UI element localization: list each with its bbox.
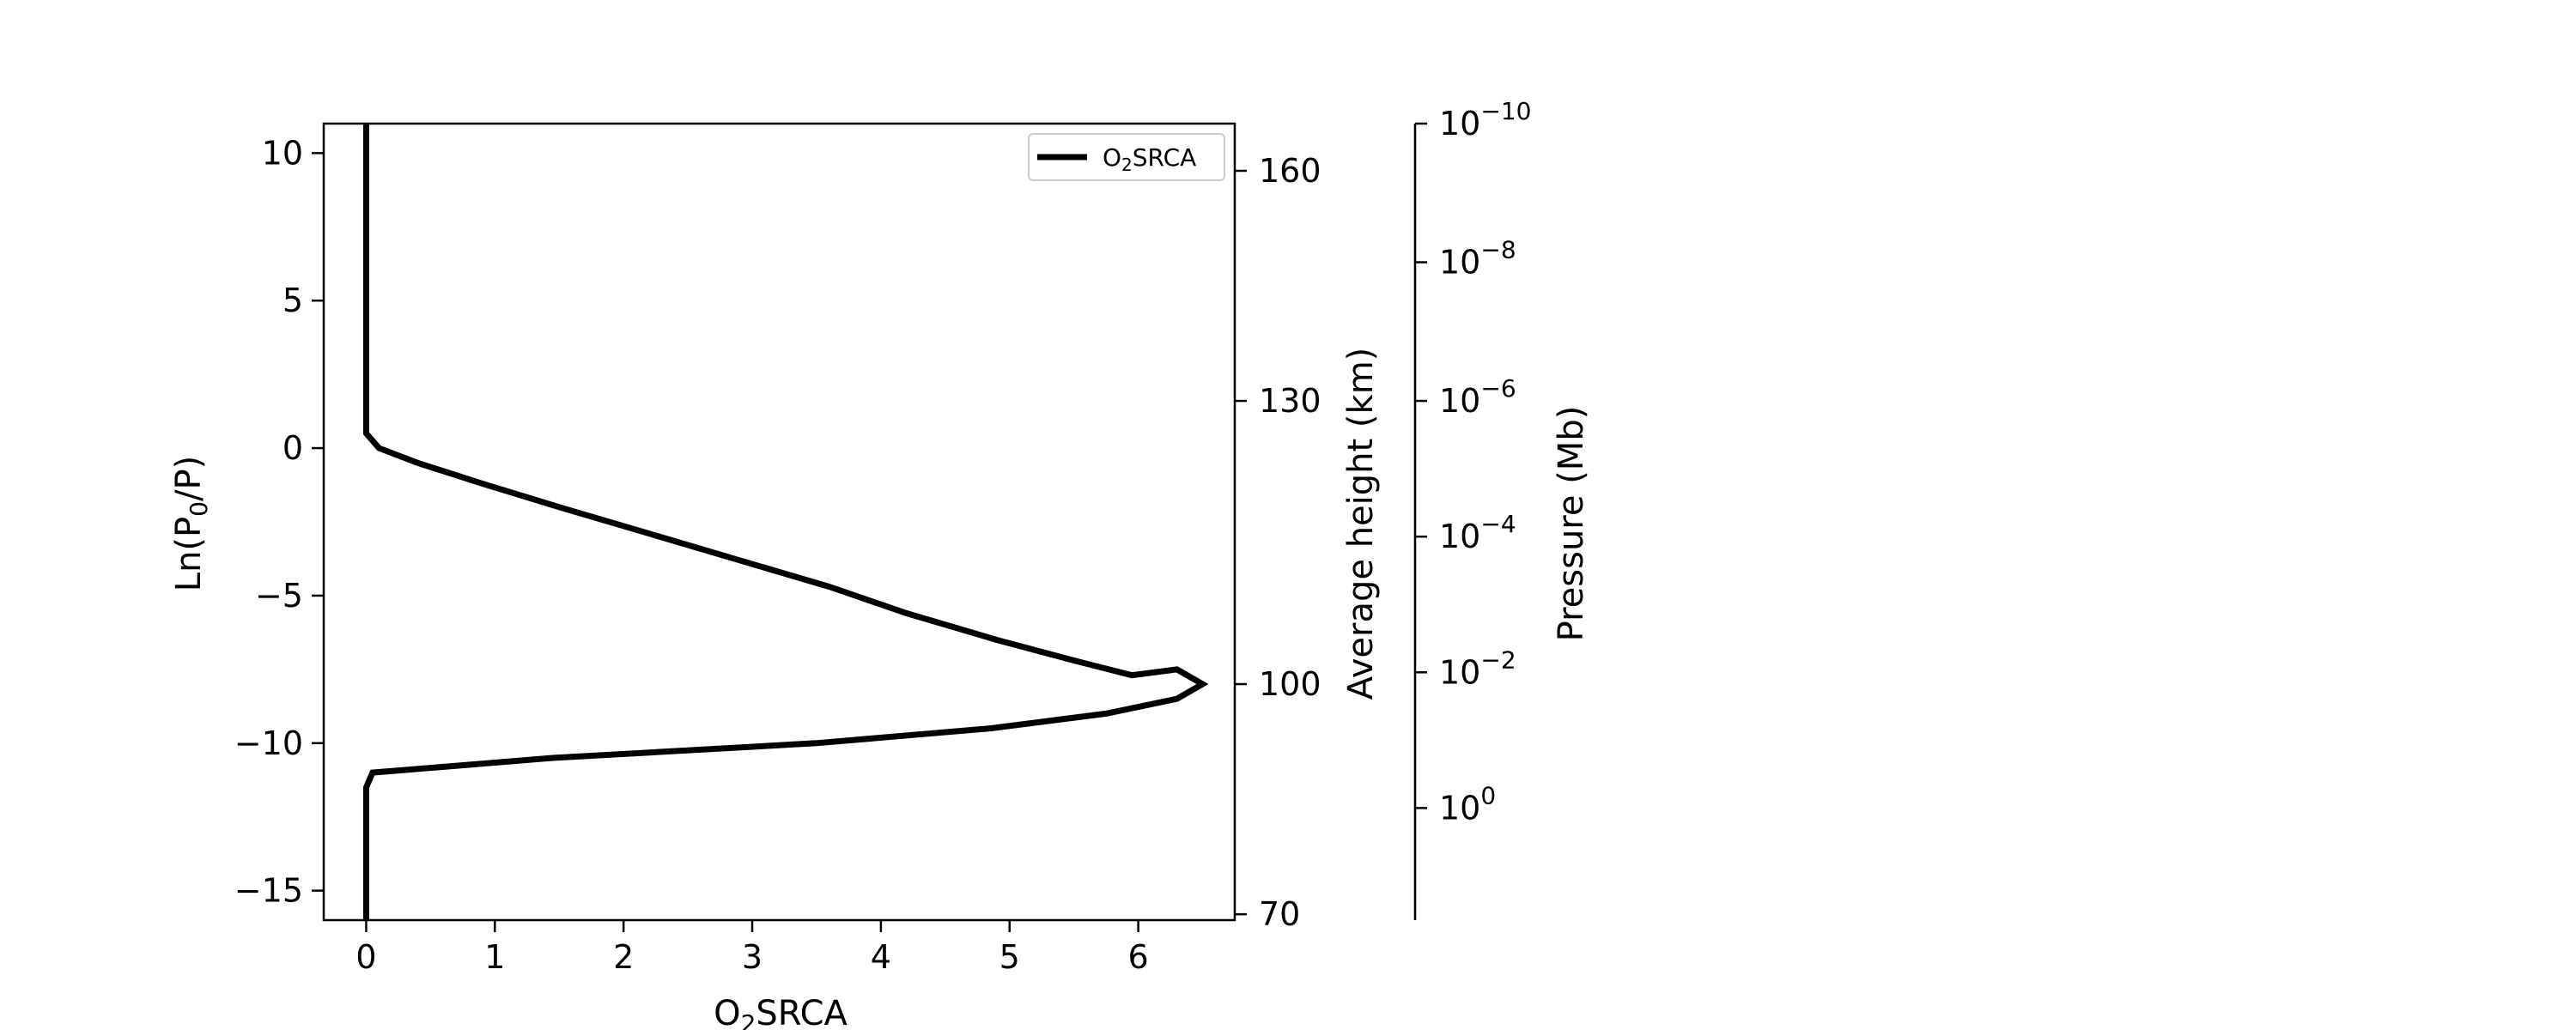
series-line xyxy=(363,124,1209,920)
x-axis: 0 1 2 3 4 5 6 xyxy=(355,920,1149,976)
y-tick-label: 5 xyxy=(283,282,303,319)
plot-border xyxy=(322,122,1236,922)
legend-box xyxy=(1028,133,1225,181)
y-tick-label: −5 xyxy=(255,577,303,615)
x-tick-label: 0 xyxy=(355,938,376,976)
y-axis-label: Ln(P0/P) xyxy=(169,456,213,591)
plot-frame xyxy=(322,122,1236,922)
series-layer xyxy=(363,124,1209,920)
pressure-tick-label: 10−6 xyxy=(1439,374,1516,420)
x-tick-label: 1 xyxy=(484,938,505,976)
y-axis: 10 5 0 −5 −10 −15 xyxy=(234,134,324,910)
height-axis-label: Average height (km) xyxy=(1341,348,1381,700)
pressure-tick-label: 10−2 xyxy=(1439,645,1516,691)
height-axis: 160 130 100 70 xyxy=(1235,152,1321,933)
x-tick-label: 4 xyxy=(871,938,891,976)
pressure-tick-label: 10−4 xyxy=(1439,510,1516,555)
x-tick-label: 3 xyxy=(742,938,762,976)
y-tick-label: −15 xyxy=(234,872,303,910)
x-tick-label: 5 xyxy=(999,938,1020,976)
height-tick-label: 100 xyxy=(1259,665,1321,703)
height-tick-label: 130 xyxy=(1259,382,1321,420)
legend-label: O2SRCA xyxy=(1103,143,1196,175)
height-tick-label: 70 xyxy=(1259,895,1300,933)
pressure-tick-label: 10−8 xyxy=(1439,236,1516,282)
y-tick-label: 10 xyxy=(262,134,303,172)
x-tick-label: 2 xyxy=(613,938,634,976)
x-axis-label: O2SRCA xyxy=(714,994,848,1030)
pressure-tick-label: 10−10 xyxy=(1439,97,1531,142)
y-tick-label: 0 xyxy=(283,429,303,467)
legend: O2SRCA xyxy=(1028,133,1225,181)
pressure-axis: 10−10 10−8 10−6 10−4 10−2 100 xyxy=(1413,97,1531,920)
y-tick-label: −10 xyxy=(234,724,303,762)
height-tick-label: 160 xyxy=(1259,152,1321,190)
pressure-axis-label: Pressure (Mb) xyxy=(1552,406,1591,642)
pressure-tick-label: 100 xyxy=(1439,781,1496,827)
x-tick-label: 6 xyxy=(1128,938,1149,976)
